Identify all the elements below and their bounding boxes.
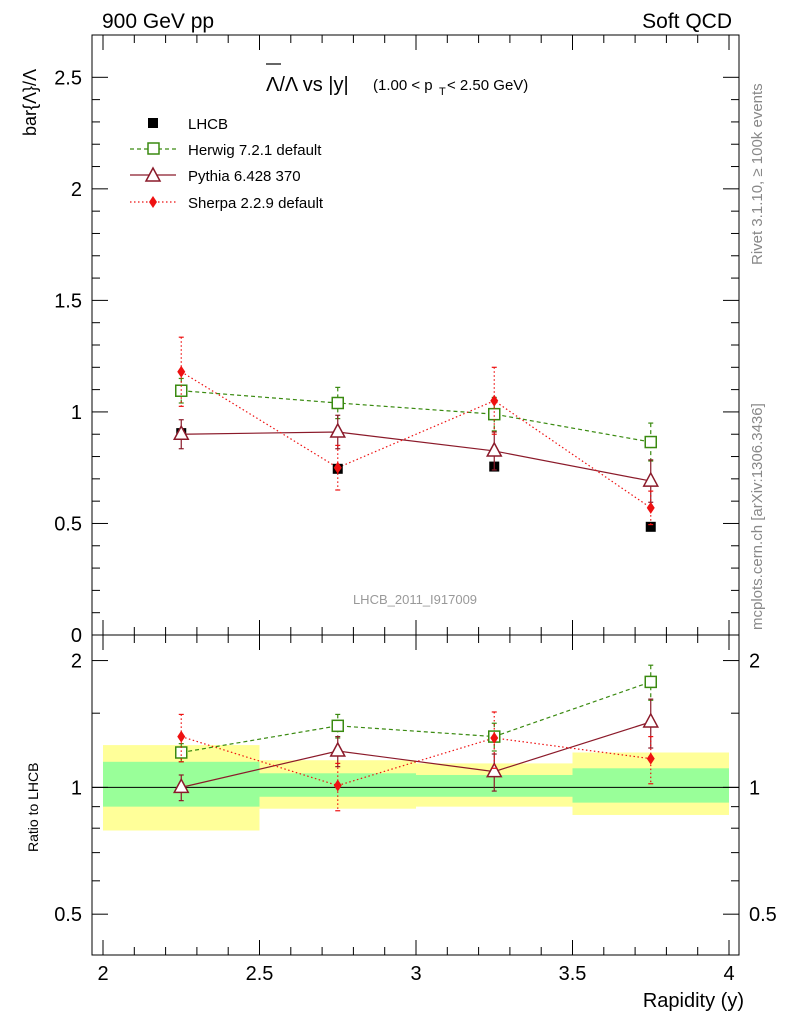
ratio-ytick-label: 2 <box>71 651 82 673</box>
ratio-point-pythia <box>485 762 503 778</box>
x-tick-label: 3.5 <box>559 963 587 985</box>
ratio-point-herwig <box>331 719 344 733</box>
main-point-pythia <box>642 471 660 487</box>
main-point-sherpa <box>490 394 499 407</box>
legend-entry-herwig: Herwig 7.2.1 default <box>130 142 322 159</box>
main-line-sherpa <box>180 371 652 509</box>
rivet-label: Rivet 3.1.10, ≥ 100k events <box>749 83 766 265</box>
main-point-lhcb <box>645 521 656 532</box>
main-point-pythia <box>485 441 503 457</box>
main-point-sherpa <box>646 501 655 514</box>
mcplots-label: mcplots.cern.ch [arXiv:1306.3436] <box>749 403 766 630</box>
x-tick-label: 3 <box>410 963 421 985</box>
x-tick-label: 2 <box>97 963 108 985</box>
title-main: Λ/Λ vs |y| <box>266 74 349 96</box>
ratio-ytick-label-right: 2 <box>749 651 760 673</box>
legend-marker-herwig <box>147 142 160 155</box>
title-range-sub: T <box>439 86 446 98</box>
title-range-post: < 2.50 GeV) <box>447 77 528 94</box>
main-line-pythia <box>181 431 651 482</box>
category-label: Soft QCD <box>642 10 732 33</box>
legend-label-sherpa: Sherpa 2.2.9 default <box>188 195 324 212</box>
main-ylabel: bar{Λ}/Λ <box>20 69 40 136</box>
main-line-herwig <box>181 390 651 443</box>
main-point-herwig <box>331 396 344 410</box>
ratio-ytick-label: 0.5 <box>54 904 82 926</box>
ratio-line-pythia <box>181 721 651 788</box>
main-point-herwig <box>488 407 501 421</box>
ratio-point-sherpa <box>490 731 499 744</box>
ratio-point-sherpa <box>177 730 186 743</box>
analysis-label: LHCB_2011_I917009 <box>353 592 477 607</box>
main-ytick-label: 1 <box>71 402 82 424</box>
ratio-ytick-label-right: 1 <box>749 777 760 799</box>
ratio-point-pythia <box>329 741 347 757</box>
ratio-ytick-label: 1 <box>71 777 82 799</box>
ratio-point-pythia <box>172 777 190 794</box>
ratio-point-pythia <box>642 712 660 728</box>
ratio-point-herwig <box>644 675 657 689</box>
x-axis-label: Rapidity (y) <box>643 990 744 1012</box>
energy-label: 900 GeV pp <box>102 10 214 33</box>
x-tick-label: 2.5 <box>246 963 274 985</box>
main-ytick-label: 1.5 <box>54 290 82 312</box>
ratio-point-sherpa <box>333 779 342 792</box>
legend-marker-pythia <box>144 166 162 182</box>
ratio-ytick-label-right: 0.5 <box>749 904 777 926</box>
ratio-panel: 0.5 0.5 1 1 2 2 2 2.5 3 3.5 4 Ratio to LHCB Rapidi… <box>25 634 777 1012</box>
legend-label-pythia: Pythia 6.428 370 <box>188 168 301 185</box>
x-tick-label: 4 <box>723 963 734 985</box>
legend-entry-pythia: Pythia 6.428 370 <box>130 166 301 185</box>
legend-label-lhcb: LHCB <box>188 116 228 133</box>
ratio-point-herwig <box>175 746 188 759</box>
main-point-pythia <box>329 422 347 438</box>
main-point-pythia <box>172 424 190 440</box>
main-ytick-label: 2 <box>71 179 82 201</box>
ratio-line-herwig <box>181 681 651 754</box>
main-ytick-label: 2.5 <box>54 67 82 89</box>
main-ytick-label: 0.5 <box>54 513 82 535</box>
main-point-sherpa <box>333 461 342 474</box>
ratio-point-sherpa <box>646 752 655 765</box>
plot-title: Λ/Λ vs |y| (1.00 < p T < 2.50 GeV) <box>266 63 528 98</box>
main-point-herwig <box>644 435 657 449</box>
legend-marker-sherpa <box>149 196 157 208</box>
legend-marker-lhcb <box>148 118 158 128</box>
ratio-ylabel: Ratio to LHCB <box>25 763 41 852</box>
legend-entry-sherpa: Sherpa 2.2.9 default <box>130 195 324 212</box>
main-ytick-label-zero: 0 <box>71 625 82 647</box>
title-range-pre: (1.00 < p <box>373 77 433 94</box>
main-point-sherpa <box>177 365 186 378</box>
legend-label-herwig: Herwig 7.2.1 default <box>188 142 322 159</box>
legend: LHCB Herwig 7.2.1 default Pythia 6.428 3… <box>130 116 324 212</box>
legend-entry-lhcb: LHCB <box>148 116 228 133</box>
main-panel: LHCB_2011_I917009 Λ/Λ vs |y| (1.00 < p T… <box>20 34 740 647</box>
